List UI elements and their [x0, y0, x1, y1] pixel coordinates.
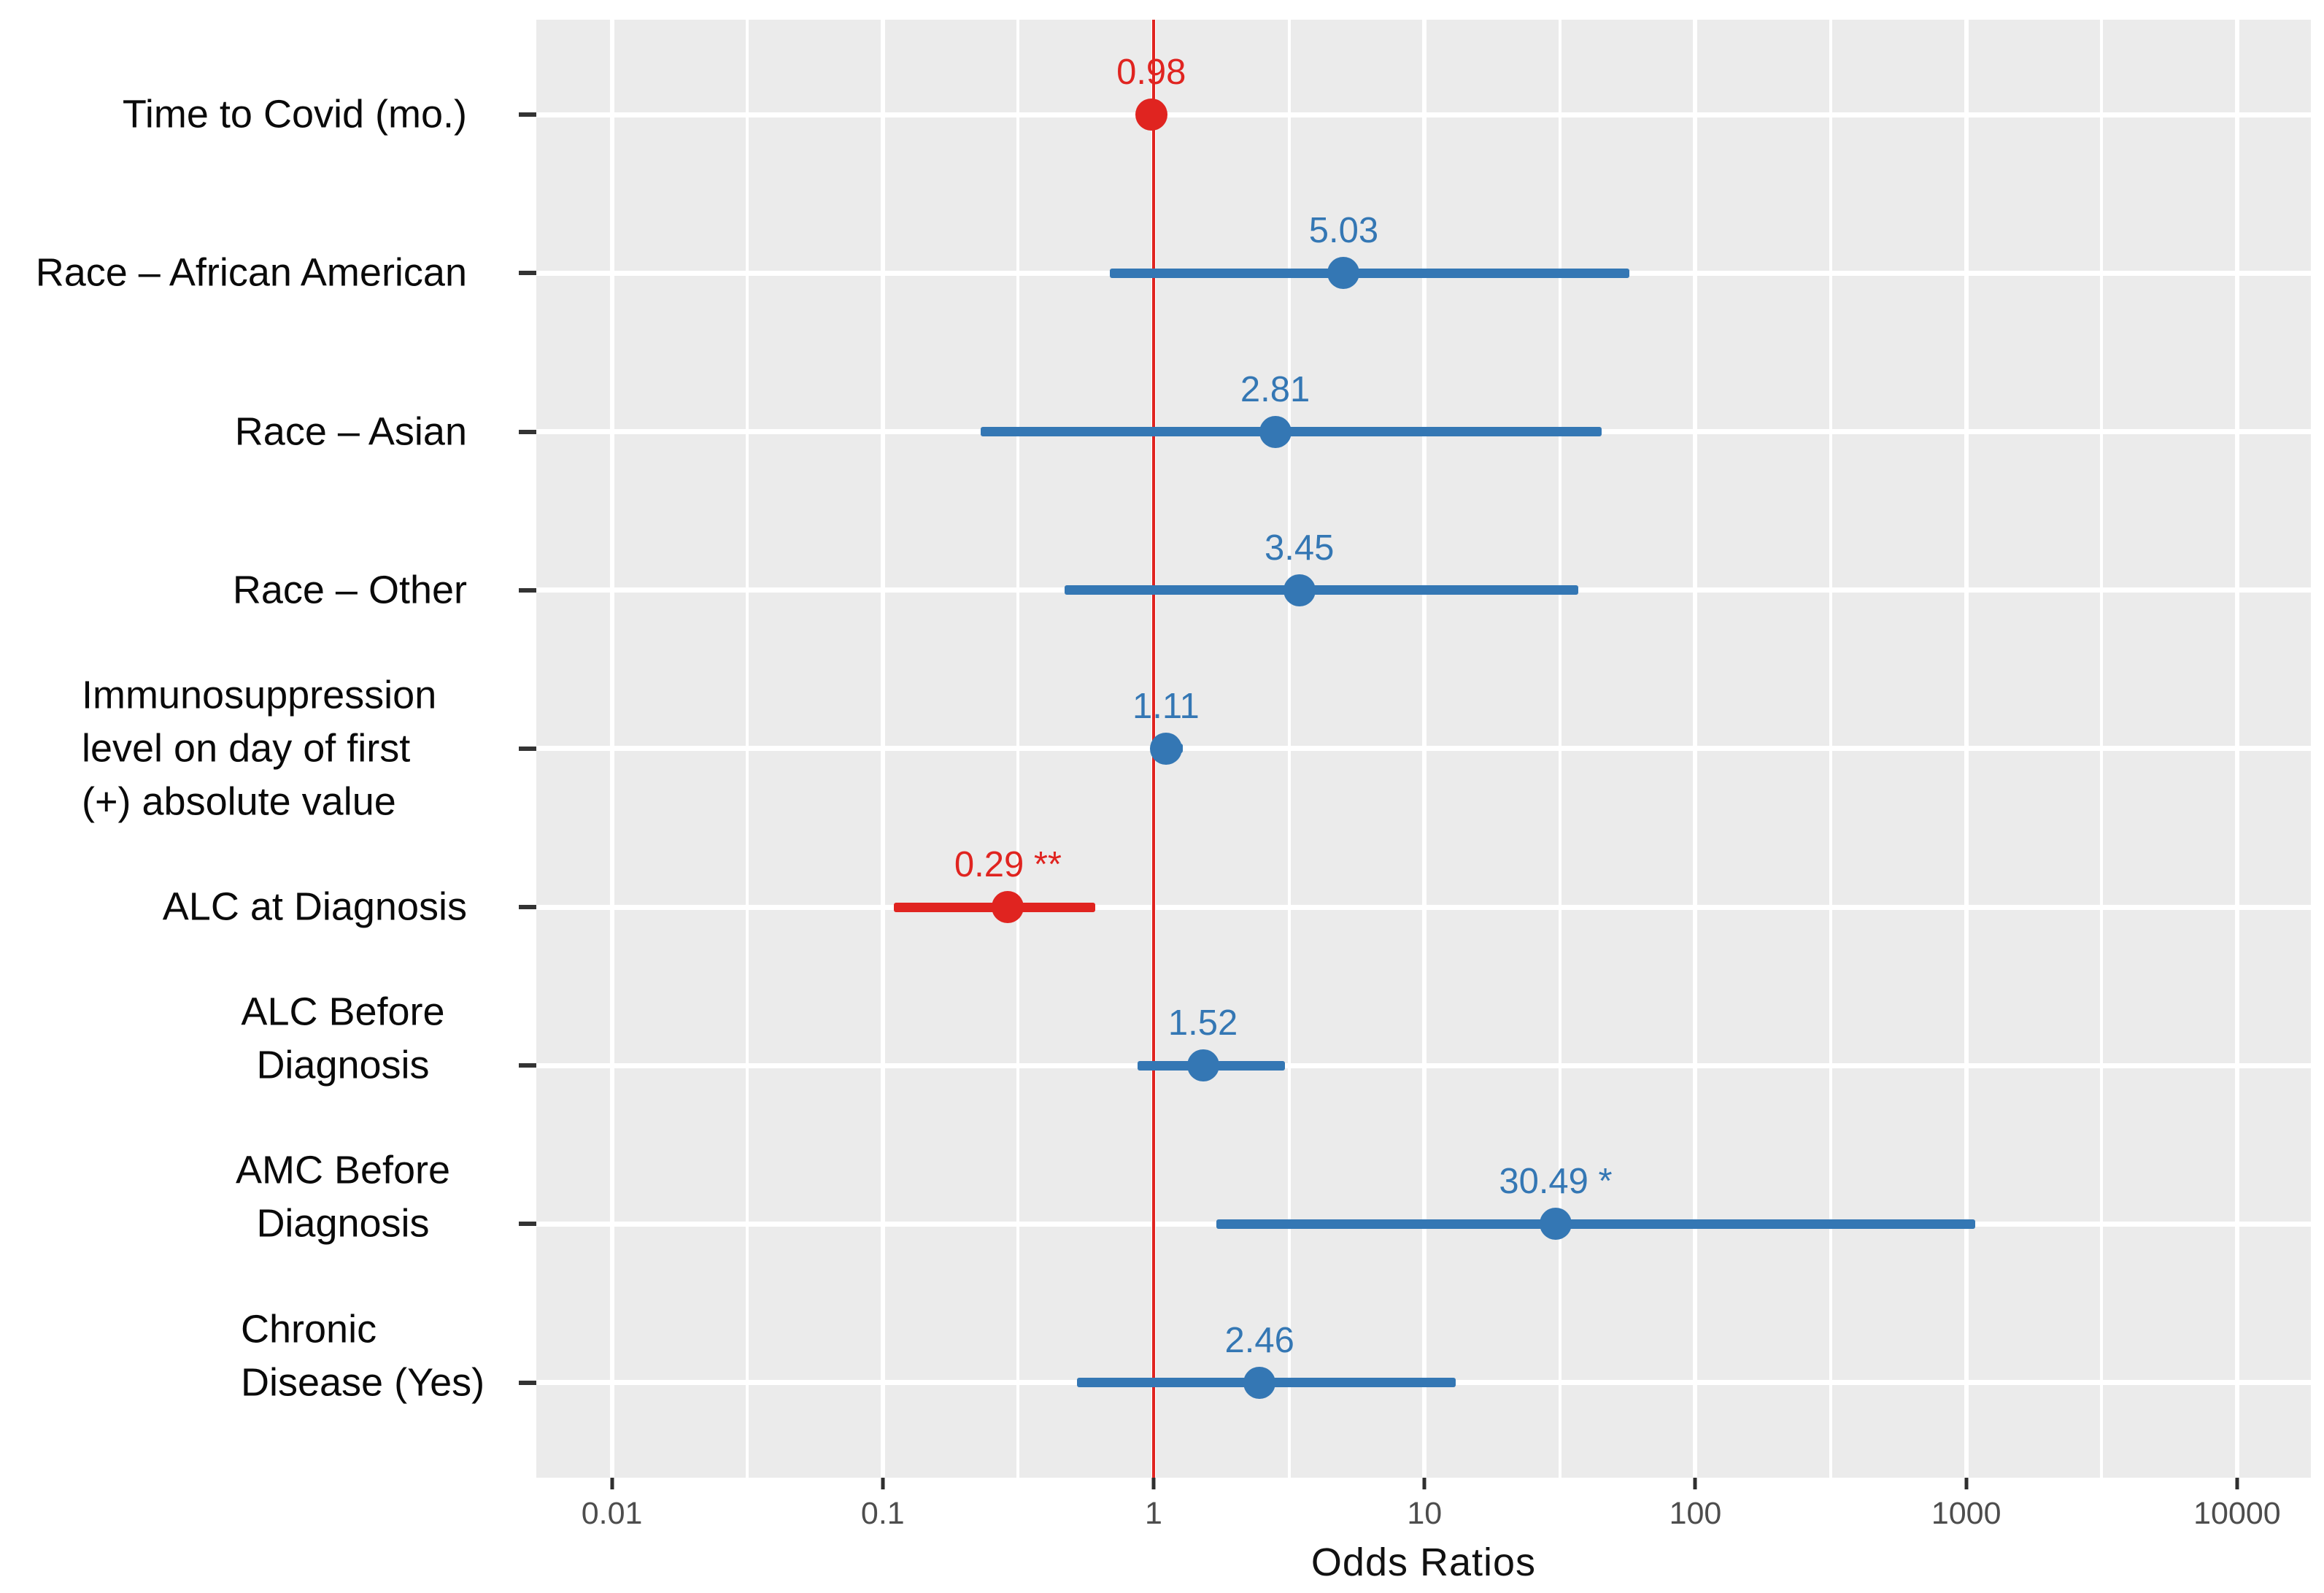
gridline-major	[609, 20, 614, 1478]
value-label: 5.03	[1308, 211, 1379, 251]
gridline-minor	[1558, 20, 1561, 1478]
category-label: Race – Other	[232, 568, 467, 612]
x-axis-tick-label: 0.01	[581, 1496, 643, 1531]
odds-ratio-point	[1283, 574, 1316, 606]
value-label: 1.11	[1132, 686, 1200, 726]
gridline-major	[2234, 20, 2239, 1478]
y-axis-tick	[519, 429, 536, 434]
x-axis-tick-label: 1000	[1931, 1496, 2001, 1531]
odds-ratio-point	[992, 891, 1024, 924]
x-axis-tick-label: 10	[1407, 1496, 1443, 1531]
y-axis-tick	[519, 587, 536, 593]
confidence-interval-bar	[1110, 268, 1629, 278]
x-axis-title: Odds Ratios	[1310, 1540, 1537, 1584]
gridline-major	[1693, 20, 1698, 1478]
gridline-minor	[1016, 20, 1020, 1478]
odds-ratio-point	[1327, 257, 1360, 290]
category-label: Race – Asian	[234, 409, 467, 454]
gridline-minor	[1287, 20, 1291, 1478]
gridline-major	[880, 20, 885, 1478]
x-axis-tick	[610, 1478, 614, 1489]
y-axis-labels: Time to Covid (mo.) Race – African Americ…	[0, 0, 536, 1593]
y-axis-tick	[519, 1063, 536, 1068]
x-axis-tick-label: 100	[1669, 1496, 1722, 1531]
gridline-major	[1964, 20, 1969, 1478]
confidence-interval-bar	[1216, 1219, 1976, 1229]
x-axis-tick-label: 10000	[2193, 1496, 2281, 1531]
odds-ratio-point	[1539, 1208, 1572, 1241]
value-label: 0.29 **	[954, 845, 1062, 885]
category-label: ALC at Diagnosis	[162, 884, 467, 929]
x-axis-tick-label: 1	[1145, 1496, 1162, 1531]
value-label: 2.46	[1224, 1320, 1294, 1360]
y-axis-tick	[519, 271, 536, 276]
gridline-minor	[746, 20, 749, 1478]
category-label: Race – African American	[35, 250, 467, 295]
y-axis-tick	[519, 746, 536, 751]
x-axis-tick	[1151, 1478, 1156, 1489]
category-label: AMC Before Diagnosis	[235, 1148, 451, 1246]
x-axis-tick	[2235, 1478, 2239, 1489]
x-axis-tick	[1693, 1478, 1697, 1489]
y-axis-tick	[519, 1222, 536, 1227]
y-axis-tick	[519, 112, 536, 117]
category-label: ALC Before Diagnosis	[241, 990, 445, 1087]
odds-ratio-point	[1259, 415, 1292, 448]
odds-ratio-point	[1186, 1049, 1219, 1082]
x-axis-tick	[1422, 1478, 1427, 1489]
odds-ratio-point	[1149, 732, 1182, 765]
gridline-minor	[2100, 20, 2104, 1478]
value-label: 1.52	[1167, 1003, 1238, 1044]
x-axis-tick-label: 0.1	[860, 1496, 905, 1531]
odds-ratio-point	[1135, 99, 1167, 131]
category-label: Time to Covid (mo.)	[122, 92, 467, 136]
category-label: Immunosuppression level on day of first …	[82, 673, 437, 824]
value-label: 3.45	[1264, 528, 1335, 568]
gridline-major	[1422, 20, 1427, 1478]
gridline-minor	[1829, 20, 1833, 1478]
odds-ratio-point	[1243, 1366, 1276, 1399]
value-label: 30.49 *	[1499, 1162, 1613, 1202]
x-axis-tick	[881, 1478, 885, 1489]
plot-panel: 0.98 5.03 2.81 3.45 1.11 0.29 ** 1.52 30.49 * 2.…	[536, 20, 2311, 1478]
category-label: Chronic Disease (Yes)	[241, 1307, 485, 1405]
y-axis-tick	[519, 1380, 536, 1385]
value-label: 2.81	[1240, 369, 1310, 409]
confidence-interval-bar	[1065, 585, 1579, 595]
x-axis-tick	[1964, 1478, 1969, 1489]
y-axis-tick	[519, 905, 536, 910]
value-label: 0.98	[1116, 53, 1186, 93]
